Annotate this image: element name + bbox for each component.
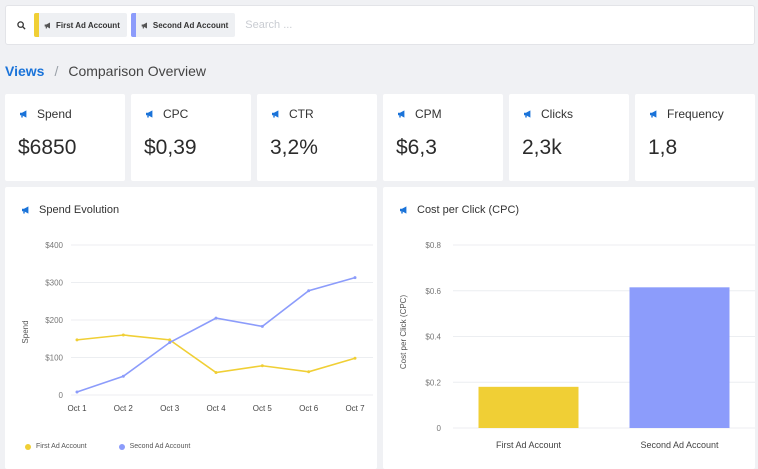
legend-item-first[interactable]: First Ad Account [25,443,87,450]
chip-first-ad-account[interactable]: First Ad Account [34,13,127,37]
data-point[interactable] [121,333,125,337]
kpi-label: CPM [415,107,442,121]
breadcrumb-separator: / [54,63,59,79]
x-tick-label: Oct 7 [345,404,365,413]
y-tick-label: $200 [45,316,63,325]
x-tick-label: First Ad Account [496,440,562,450]
chip-label: First Ad Account [56,20,120,30]
megaphone-icon [649,110,659,118]
page-title: Comparison Overview [68,63,207,79]
y-tick-label: $100 [45,354,63,363]
data-point[interactable] [353,356,357,360]
bar-1[interactable] [478,386,579,428]
data-point[interactable] [75,338,79,342]
panel-title: Cost per Click (CPC) [417,204,520,216]
kpi-value: 2,3k [522,136,562,159]
y-tick-label: 0 [437,424,442,433]
breadcrumb-views-link[interactable]: Views [5,63,45,79]
data-point[interactable] [121,374,125,378]
search-icon[interactable] [8,20,34,30]
x-tick-label: Oct 1 [67,404,87,413]
megaphone-icon [19,110,29,118]
bar-2[interactable] [629,287,730,428]
kpi-value: $0,39 [144,136,197,159]
y-tick-label: $0.4 [425,333,441,342]
legend-item-second[interactable]: Second Ad Account [118,443,191,450]
x-tick-label: Oct 6 [299,404,319,413]
kpi-value: 1,8 [648,136,678,159]
megaphone-icon [145,110,155,118]
kpi-label: CTR [289,107,314,121]
y-tick-label: $0.6 [425,287,441,296]
spend-evolution-panel: Spend Evolution 0 $100 $200 $300 $400 Oct 1 O… [5,187,377,469]
data-point[interactable] [260,324,264,328]
breadcrumb: Views / Comparison Overview [5,62,206,80]
chart-legend: First Ad Account Second Ad Account [25,443,222,450]
legend-label: Second Ad Account [129,443,191,450]
megaphone-icon [141,22,149,29]
data-point[interactable] [307,289,311,293]
data-point[interactable] [168,341,172,344]
cpc-panel: Cost per Click (CPC) 0 $0.2 $0.4 $0.6 $0.8 F… [383,187,755,469]
legend-dot [118,443,125,450]
kpi-value: $6,3 [396,136,437,159]
kpi-value: 3,2% [270,136,318,159]
data-point[interactable] [168,338,172,342]
y-tick-label: $300 [45,279,63,288]
spend-line-chart: 0 $100 $200 $300 $400 Oct 1 Oct 2 Oct 3 Oct 4 Oc… [21,241,373,413]
legend-dot [25,443,31,450]
y-tick-label: $0.8 [425,241,441,250]
cpc-bar-chart: 0 $0.2 $0.4 $0.6 $0.8 First Ad Account Second… [399,241,755,450]
megaphone-icon [21,206,31,214]
data-point[interactable] [75,390,79,394]
data-point[interactable] [214,316,218,320]
kpi-value: $6850 [18,136,77,159]
filter-bar: First Ad Account Second Ad Account [5,5,755,45]
series-line-1 [76,334,356,374]
data-point[interactable] [307,370,311,374]
kpi-label: CPC [163,107,189,121]
y-axis-label: Spend [21,320,30,343]
y-axis-label: Cost per Click (CPC) [399,295,408,370]
megaphone-icon [271,110,281,118]
megaphone-icon [44,22,52,29]
kpi-card-clicks: Clicks 2,3k [509,94,629,181]
kpi-card-cpm: CPM $6,3 [383,94,503,181]
x-tick-label: Oct 3 [160,404,180,413]
y-tick-label: $400 [45,241,63,250]
search-input[interactable] [245,19,446,31]
panel-title: Spend Evolution [39,204,120,216]
chip-color-bar [34,13,39,37]
y-tick-label: $0.2 [425,378,441,387]
data-point[interactable] [214,371,218,374]
kpi-label: Spend [37,107,72,121]
x-tick-label: Second Ad Account [640,440,719,450]
x-tick-label: Oct 5 [253,404,273,413]
kpi-card-spend: Spend $6850 [5,94,125,181]
chip-color-bar [130,13,136,37]
megaphone-icon [397,110,407,118]
kpi-card-ctr: CTR 3,2% [257,94,377,181]
megaphone-icon [399,206,409,214]
y-tick-label: 0 [59,391,64,400]
kpi-card-frequency: Frequency 1,8 [635,94,755,181]
chip-label: Second Ad Account [152,20,229,30]
data-point[interactable] [260,364,264,368]
data-point[interactable] [353,276,357,280]
kpi-card-cpc: CPC $0,39 [131,94,251,181]
kpi-label: Frequency [667,107,724,121]
kpi-label: Clicks [541,107,573,121]
chip-second-ad-account[interactable]: Second Ad Account [130,13,236,37]
legend-label: First Ad Account [36,443,87,450]
x-tick-label: Oct 2 [114,404,134,413]
megaphone-icon [523,110,533,118]
x-tick-label: Oct 4 [206,404,226,413]
